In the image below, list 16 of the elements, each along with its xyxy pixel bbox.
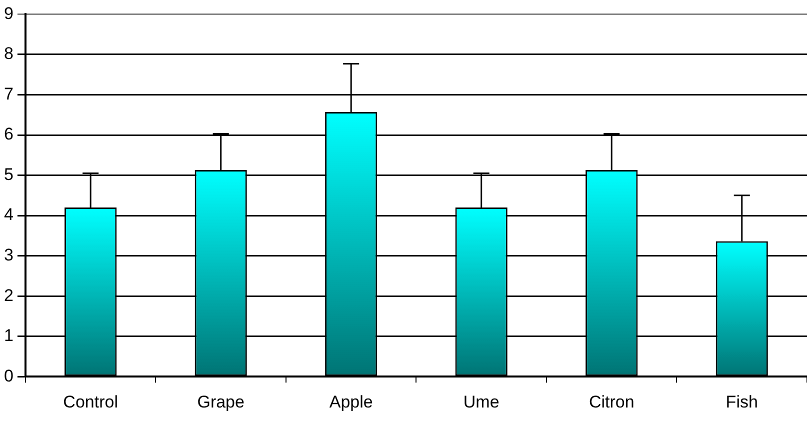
y-tick-label: 2 — [4, 286, 14, 305]
x-tick-label: Citron — [588, 392, 634, 412]
x-tick-label: Grape — [197, 392, 244, 412]
y-tick-label: 7 — [4, 84, 14, 104]
x-tick-label: Control — [63, 392, 118, 412]
y-tick-label: 4 — [4, 205, 14, 224]
x-tick-label: Ume — [463, 392, 500, 412]
x-tick-label: Apple — [329, 392, 373, 412]
y-tick-label: 3 — [4, 245, 14, 264]
x-tick-label: Fish — [726, 392, 758, 412]
y-tick-label: 9 — [4, 4, 14, 23]
y-tick-label: 6 — [4, 124, 14, 144]
y-tick-label: 5 — [4, 164, 14, 184]
y-tick-label: 1 — [4, 326, 14, 346]
y-tick-label: 0 — [4, 366, 14, 386]
y-tick-label: 8 — [4, 44, 14, 64]
